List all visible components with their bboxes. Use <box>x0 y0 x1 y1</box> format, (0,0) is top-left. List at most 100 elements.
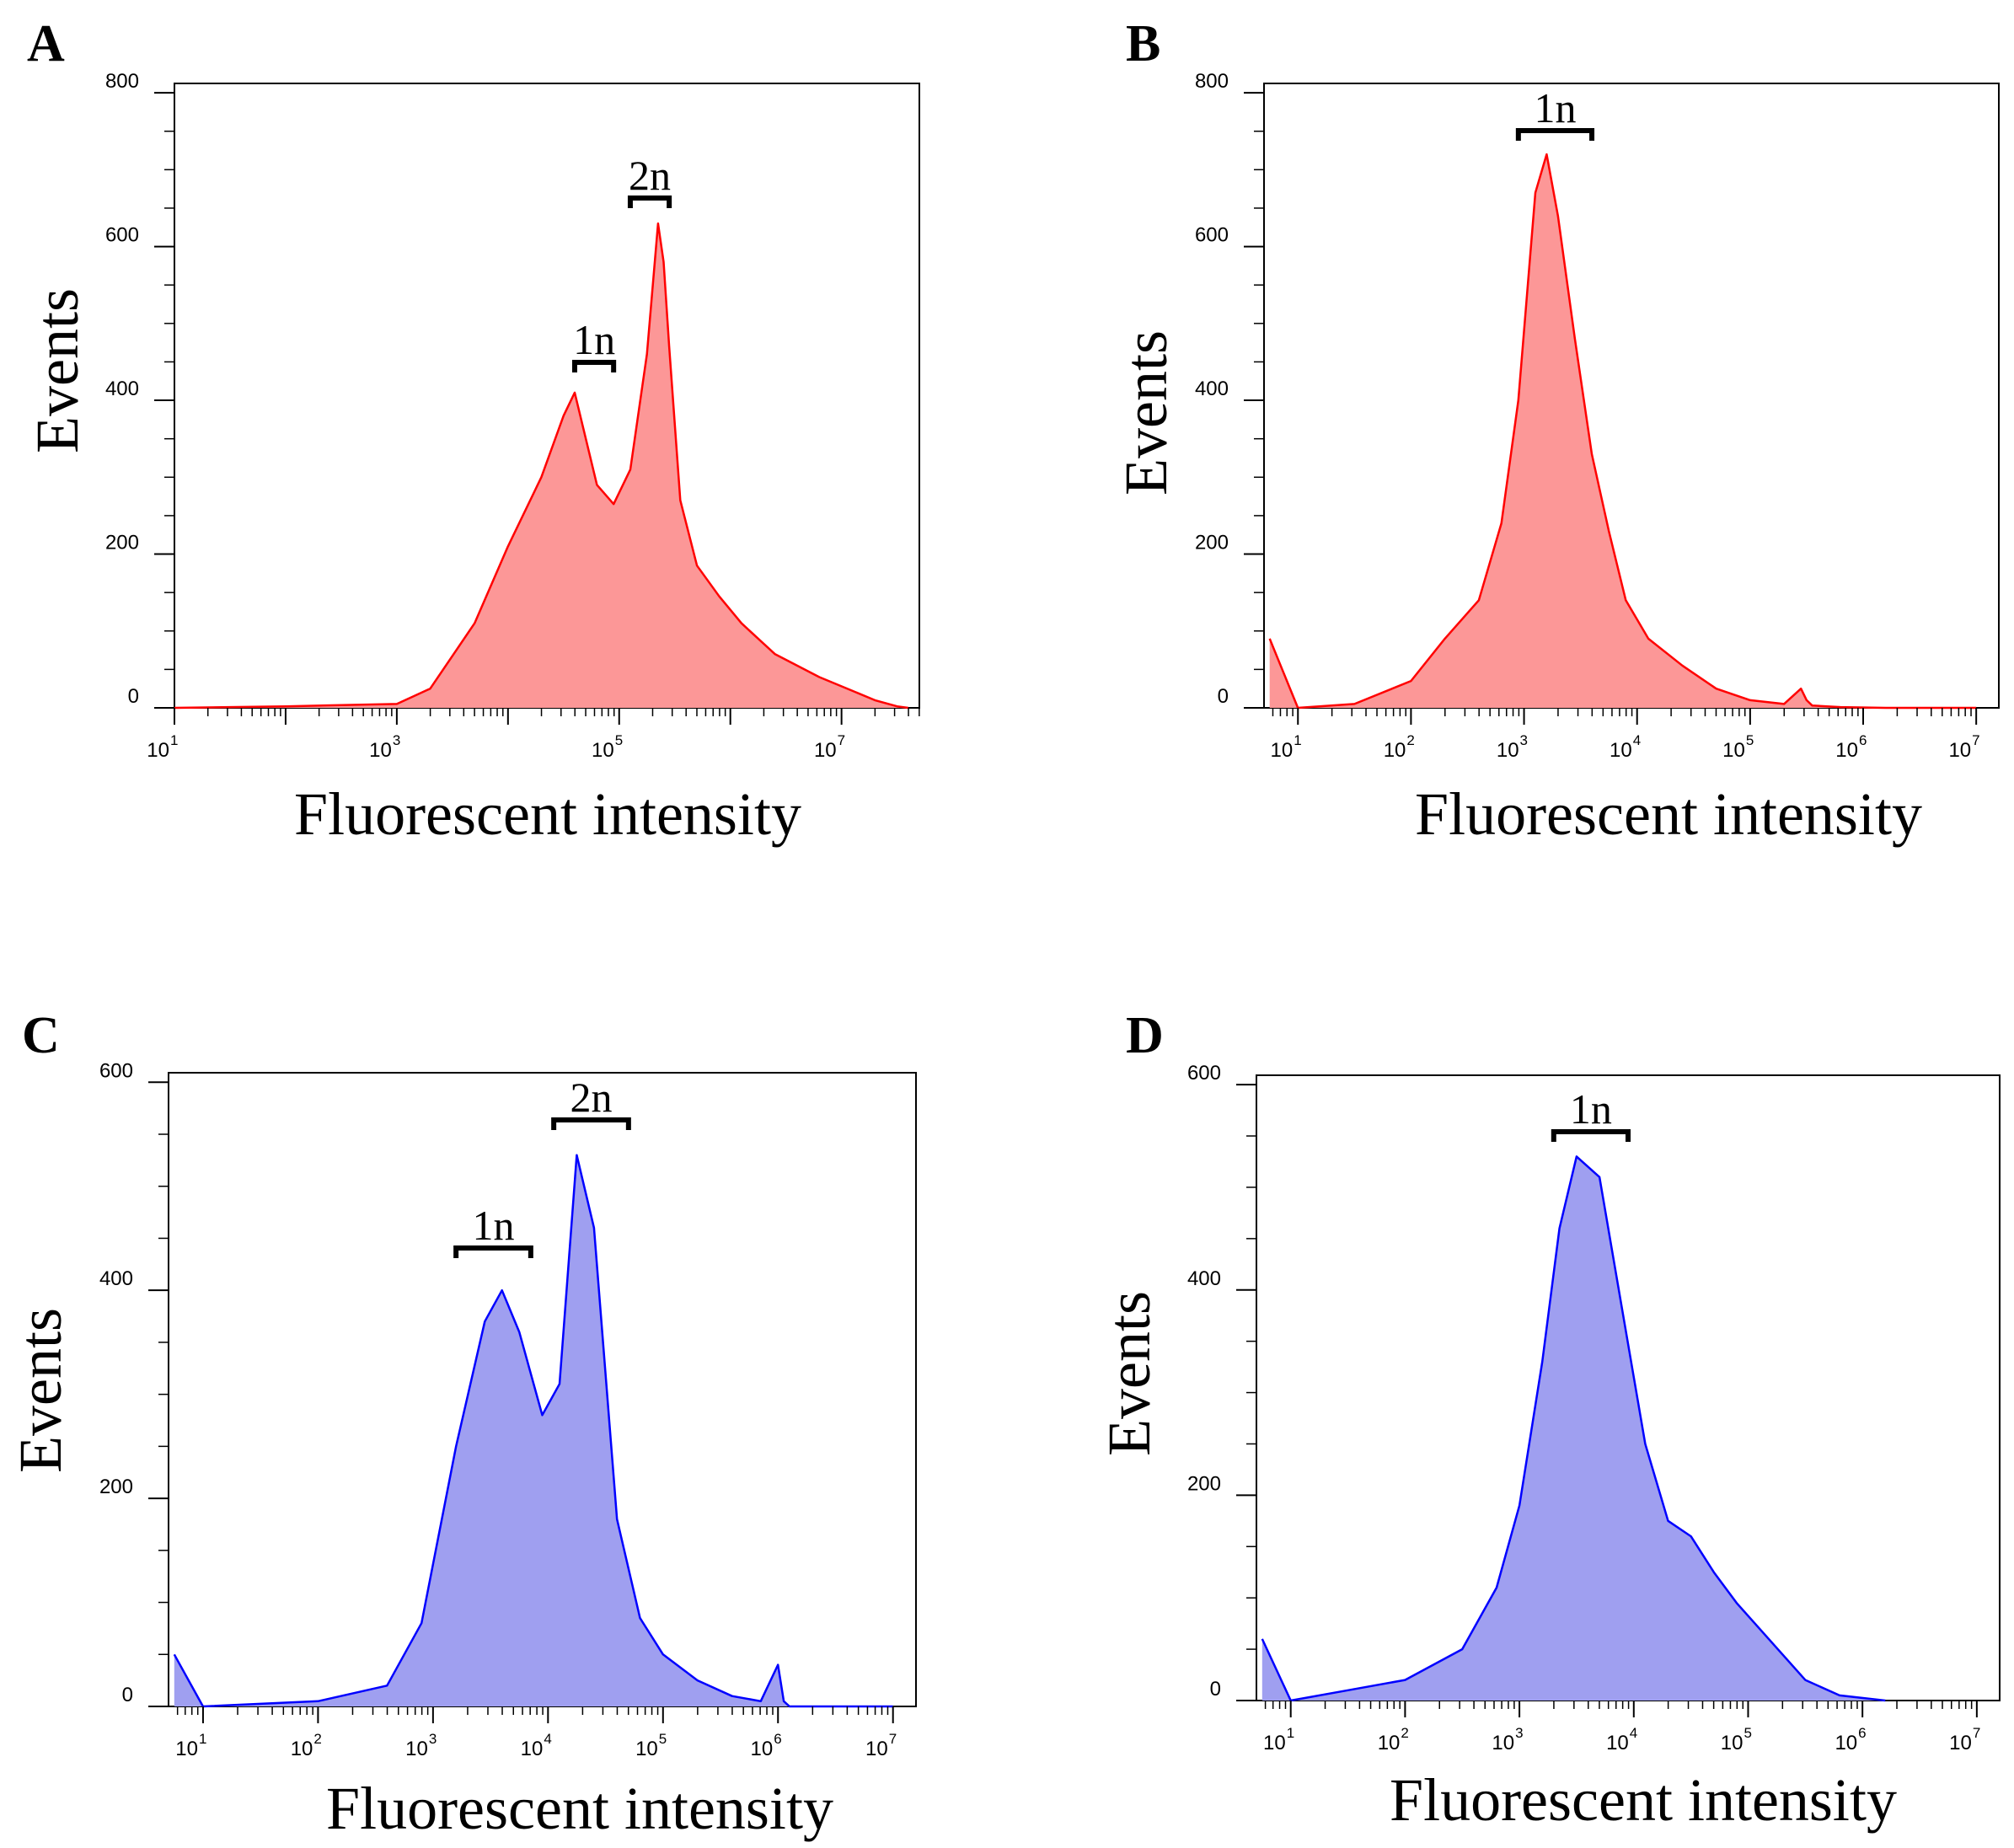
y-tick-label: 400 <box>1195 378 1229 400</box>
x-tick-base: 10 <box>1835 1732 1857 1754</box>
y-tick-label: 0 <box>128 685 139 708</box>
x-tick-label: 10 2 <box>1384 732 1415 762</box>
x-tick-label: 10 1 <box>1263 1725 1294 1754</box>
x-tick-exponent: 1 <box>170 732 178 748</box>
peak-label: 1n <box>1570 1085 1612 1133</box>
x-axis-label: Fluorescent intensity <box>326 1775 833 1842</box>
x-tick-label: 10 3 <box>369 732 400 762</box>
x-tick-exponent: 2 <box>1401 1725 1408 1741</box>
y-tick-label: 0 <box>1218 685 1229 708</box>
bracket-line <box>571 360 617 372</box>
histogram-line <box>1268 153 1977 710</box>
x-tick-label: 10 1 <box>175 1731 206 1760</box>
y-tick-label: 400 <box>105 378 139 400</box>
y-tick-label: 200 <box>1195 532 1229 554</box>
histogram-line <box>173 1154 893 1708</box>
y-tick-label: 200 <box>1187 1472 1221 1495</box>
x-tick-exponent: 1 <box>199 1731 206 1747</box>
panel-letter: C <box>22 1007 60 1064</box>
peak-bracket: 2n <box>551 1074 631 1130</box>
x-tick-exponent: 7 <box>838 732 845 748</box>
peak-bracket: 2n <box>627 152 672 208</box>
x-tick-label: 10 6 <box>1835 1725 1866 1754</box>
x-tick-exponent: 4 <box>544 1731 551 1747</box>
peak-bracket: 1n <box>453 1202 533 1258</box>
x-tick-label: 10 6 <box>1835 732 1867 762</box>
x-tick-base: 10 <box>175 1738 198 1760</box>
x-tick-base: 10 <box>1606 1732 1629 1754</box>
x-tick-label: 10 7 <box>1949 1725 1980 1754</box>
x-tick-label: 10 3 <box>1497 732 1528 762</box>
y-tick-label: 600 <box>1187 1062 1221 1085</box>
x-tick-label: 10 4 <box>521 1731 552 1760</box>
x-tick-exponent: 1 <box>1294 732 1301 748</box>
x-tick-base: 10 <box>751 1738 774 1760</box>
x-tick-exponent: 7 <box>889 1731 897 1747</box>
x-tick-label: 10 5 <box>1721 1725 1752 1754</box>
x-tick-base: 10 <box>147 739 169 762</box>
x-tick-exponent: 5 <box>1746 732 1754 748</box>
y-tick-label: 800 <box>105 70 139 93</box>
peak-bracket: 1n <box>1551 1085 1631 1142</box>
x-tick-exponent: 3 <box>1520 732 1528 748</box>
y-tick-label: 400 <box>1187 1267 1221 1290</box>
x-tick-base: 10 <box>635 1738 658 1760</box>
x-tick-label: 10 4 <box>1606 1725 1637 1754</box>
x-tick-exponent: 7 <box>1972 732 1979 748</box>
x-tick-label: 10 5 <box>1722 732 1754 762</box>
histogram-line <box>174 222 908 710</box>
x-tick-label: 10 5 <box>592 732 623 762</box>
x-tick-label: 10 3 <box>405 1731 437 1760</box>
x-tick-exponent: 6 <box>1859 732 1867 748</box>
x-tick-base: 10 <box>521 1738 544 1760</box>
x-tick-exponent: 7 <box>1973 1725 1980 1741</box>
peak-label: 1n <box>1534 84 1576 131</box>
x-tick-exponent: 5 <box>615 732 623 748</box>
bracket-line <box>453 1245 533 1258</box>
x-tick-base: 10 <box>1610 739 1632 762</box>
x-tick-exponent: 4 <box>1630 1725 1637 1741</box>
x-tick-label: 10 7 <box>814 732 845 762</box>
x-tick-base: 10 <box>369 739 392 762</box>
x-tick-exponent: 2 <box>1406 732 1414 748</box>
x-tick-base: 10 <box>1384 739 1406 762</box>
x-tick-exponent: 6 <box>1858 1725 1866 1741</box>
x-tick-base: 10 <box>1492 1732 1514 1754</box>
x-axis-label: Fluorescent intensity <box>1390 1766 1897 1834</box>
panel-letter: B <box>1126 15 1160 72</box>
x-tick-exponent: 5 <box>1744 1725 1751 1741</box>
y-tick-label: 600 <box>105 224 139 247</box>
panel-letter: A <box>27 15 65 72</box>
x-tick-base: 10 <box>1263 1732 1286 1754</box>
y-tick-label: 600 <box>99 1059 133 1082</box>
y-axis-label: Events <box>1095 1291 1163 1456</box>
peak-label: 1n <box>573 316 615 363</box>
y-axis-label: Events <box>7 1308 74 1473</box>
bracket-line <box>1551 1129 1631 1142</box>
panel-letter: D <box>1126 1007 1164 1064</box>
peak-bracket: 1n <box>1515 84 1595 141</box>
y-tick-label: 400 <box>99 1267 133 1290</box>
x-tick-label: 10 1 <box>1271 732 1302 762</box>
x-tick-label: 10 7 <box>1948 732 1979 762</box>
x-axis-label: Fluorescent intensity <box>294 780 801 848</box>
x-tick-label: 10 1 <box>147 732 178 762</box>
x-tick-label: 10 2 <box>1378 1725 1409 1754</box>
x-tick-label: 10 5 <box>635 1731 667 1760</box>
y-axis-label: Events <box>1112 330 1180 495</box>
peak-label: 2n <box>570 1074 612 1121</box>
peak-label: 2n <box>629 152 671 199</box>
y-tick-label: 800 <box>1195 70 1229 93</box>
peak-bracket: 1n <box>571 316 617 372</box>
x-tick-exponent: 5 <box>659 1731 667 1747</box>
x-tick-base: 10 <box>1835 739 1858 762</box>
x-tick-exponent: 4 <box>1633 732 1641 748</box>
x-tick-base: 10 <box>592 739 614 762</box>
x-tick-exponent: 6 <box>774 1731 781 1747</box>
x-tick-exponent: 3 <box>1515 1725 1523 1741</box>
